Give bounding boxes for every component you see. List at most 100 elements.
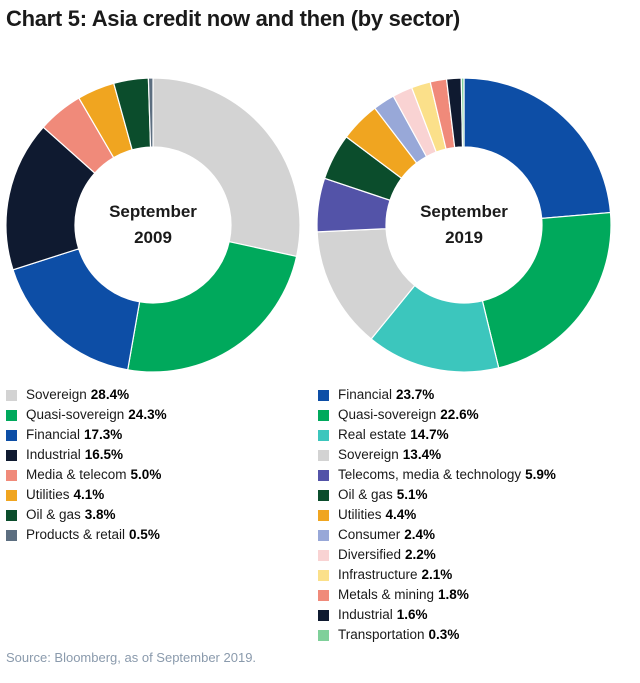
- legend-label: Sovereign: [26, 387, 87, 402]
- legend-value: 1.8%: [438, 587, 469, 602]
- slice-2009-sovereign: [152, 77, 301, 258]
- legend-value: 23.7%: [396, 387, 435, 402]
- legend-swatch: [318, 469, 329, 481]
- legend-label: Telecoms, media & technology: [338, 467, 522, 482]
- legend-swatch: [318, 409, 329, 421]
- legend-item-2009-sovereign: Sovereign 28.4%: [6, 385, 167, 405]
- legend-swatch: [6, 509, 17, 521]
- legend-value: 5.0%: [130, 467, 162, 482]
- slice-2009-industrial: [5, 126, 96, 271]
- legend-2019: Financial 23.7% Quasi-sovereign 22.6% Real e…: [318, 385, 556, 645]
- slice-2019-quasi-sovereign: [481, 211, 612, 369]
- legend-swatch: [318, 629, 329, 641]
- slice-2009-products-retail: [147, 77, 154, 148]
- legend-label: Quasi-sovereign: [26, 407, 125, 422]
- chart-title: Chart 5: Asia credit now and then (by se…: [6, 6, 460, 31]
- legend-swatch: [6, 469, 17, 481]
- center-label-2019-line-2: 2019: [445, 228, 483, 247]
- legend-swatch: [318, 389, 329, 401]
- source-note: Source: Bloomberg, as of September 2019.: [6, 650, 257, 665]
- legend-label: Diversified: [338, 547, 402, 562]
- legend-item-2009-oil-gas: Oil & gas 3.8%: [6, 505, 167, 525]
- legend-item-2009-industrial: Industrial 16.5%: [6, 445, 167, 465]
- center-label-2009-line-2: 2009: [134, 228, 172, 247]
- legend-value: 5.9%: [525, 467, 556, 482]
- legend-item-2019-real-estate: Real estate 14.7%: [318, 425, 556, 445]
- legend-label: Financial: [26, 427, 81, 442]
- legend-swatch: [6, 389, 17, 401]
- slice-2019-transportation: [460, 77, 465, 148]
- legend-swatch: [6, 449, 17, 461]
- legend-value: 4.4%: [385, 507, 417, 522]
- legend-swatch: [6, 409, 17, 421]
- donut-chart-2009: September 2009: [5, 77, 301, 373]
- legend-value: 2.4%: [404, 527, 436, 542]
- legend-swatch: [318, 589, 329, 601]
- legend-item-2009-utilities: Utilities 4.1%: [6, 485, 167, 505]
- legend-item-2019-metals-mining: Metals & mining 1.8%: [318, 585, 556, 605]
- donut-chart-2019: September 2019: [316, 77, 612, 373]
- legend-item-2019-consumer: Consumer 2.4%: [318, 525, 556, 545]
- legend-label: Products & retail: [26, 527, 126, 542]
- legend-swatch: [318, 609, 329, 621]
- legend-item-2019-infrastructure: Infrastructure 2.1%: [318, 565, 556, 585]
- legend-label: Oil & gas: [26, 507, 81, 522]
- legend-swatch: [318, 569, 329, 581]
- legend-label: Sovereign: [338, 447, 399, 462]
- legend-swatch: [318, 489, 329, 501]
- legend-swatch: [318, 529, 329, 541]
- legend-item-2019-diversified: Diversified 2.2%: [318, 545, 556, 565]
- legend-item-2019-sovereign: Sovereign 13.4%: [318, 445, 556, 465]
- legend-swatch: [318, 429, 329, 441]
- legend-item-2019-oil-gas: Oil & gas 5.1%: [318, 485, 556, 505]
- legend-swatch: [6, 489, 17, 501]
- legend-value: 0.5%: [129, 527, 160, 542]
- legend-swatch: [318, 509, 329, 521]
- legend-item-2019-quasi-sovereign: Quasi-sovereign 22.6%: [318, 405, 556, 425]
- legend-value: 4.1%: [73, 487, 105, 502]
- legend-item-2019-transportation: Transportation 0.3%: [318, 625, 556, 645]
- legend-value: 2.2%: [405, 547, 436, 562]
- legend-label: Oil & gas: [338, 487, 393, 502]
- legend-label: Media & telecom: [26, 467, 127, 482]
- legend-swatch: [6, 429, 17, 441]
- legend-value: 22.6%: [440, 407, 479, 422]
- center-label-2019-line-1: September: [420, 202, 508, 221]
- legend-value: 1.6%: [396, 607, 428, 622]
- legend-label: Industrial: [26, 447, 81, 462]
- legend-value: 14.7%: [410, 427, 449, 442]
- legend-swatch: [6, 529, 17, 541]
- legend-item-2019-financial: Financial 23.7%: [318, 385, 556, 405]
- legend-swatch: [318, 549, 329, 561]
- legend-value: 2.1%: [421, 567, 453, 582]
- legend-value: 24.3%: [128, 407, 167, 422]
- legend-label: Quasi-sovereign: [338, 407, 437, 422]
- legend-value: 17.3%: [84, 427, 123, 442]
- center-label-2009-line-1: September: [109, 202, 197, 221]
- legend-item-2009-quasi-sovereign: Quasi-sovereign 24.3%: [6, 405, 167, 425]
- slice-2009-quasi-sovereign: [127, 240, 298, 373]
- legend-label: Real estate: [338, 427, 407, 442]
- legend-label: Transportation: [338, 627, 425, 642]
- slice-2019-financial: [463, 77, 612, 220]
- legend-item-2009-media-telecom: Media & telecom 5.0%: [6, 465, 167, 485]
- legend-2009: Sovereign 28.4% Quasi-sovereign 24.3% Financ…: [6, 385, 167, 545]
- legend-value: 16.5%: [84, 447, 124, 462]
- legend-item-2009-products-retail: Products & retail 0.5%: [6, 525, 167, 545]
- legend-label: Utilities: [26, 487, 70, 502]
- legend-item-2019-industrial: Industrial 1.6%: [318, 605, 556, 625]
- legend-label: Industrial: [338, 607, 393, 622]
- legend-value: 3.8%: [84, 507, 116, 522]
- legend-value: 0.3%: [428, 627, 460, 642]
- legend-item-2009-financial: Financial 17.3%: [6, 425, 167, 445]
- legend-item-2019-telecoms-media-technology: Telecoms, media & technology 5.9%: [318, 465, 556, 485]
- legend-swatch: [318, 449, 329, 461]
- legend-value: 13.4%: [402, 447, 442, 462]
- legend-value: 28.4%: [90, 387, 130, 402]
- legend-item-2019-utilities: Utilities 4.4%: [318, 505, 556, 525]
- legend-value: 5.1%: [396, 487, 428, 502]
- legend-label: Financial: [338, 387, 393, 402]
- legend-label: Infrastructure: [338, 567, 418, 582]
- legend-label: Metals & mining: [338, 587, 435, 602]
- legend-label: Consumer: [338, 527, 401, 542]
